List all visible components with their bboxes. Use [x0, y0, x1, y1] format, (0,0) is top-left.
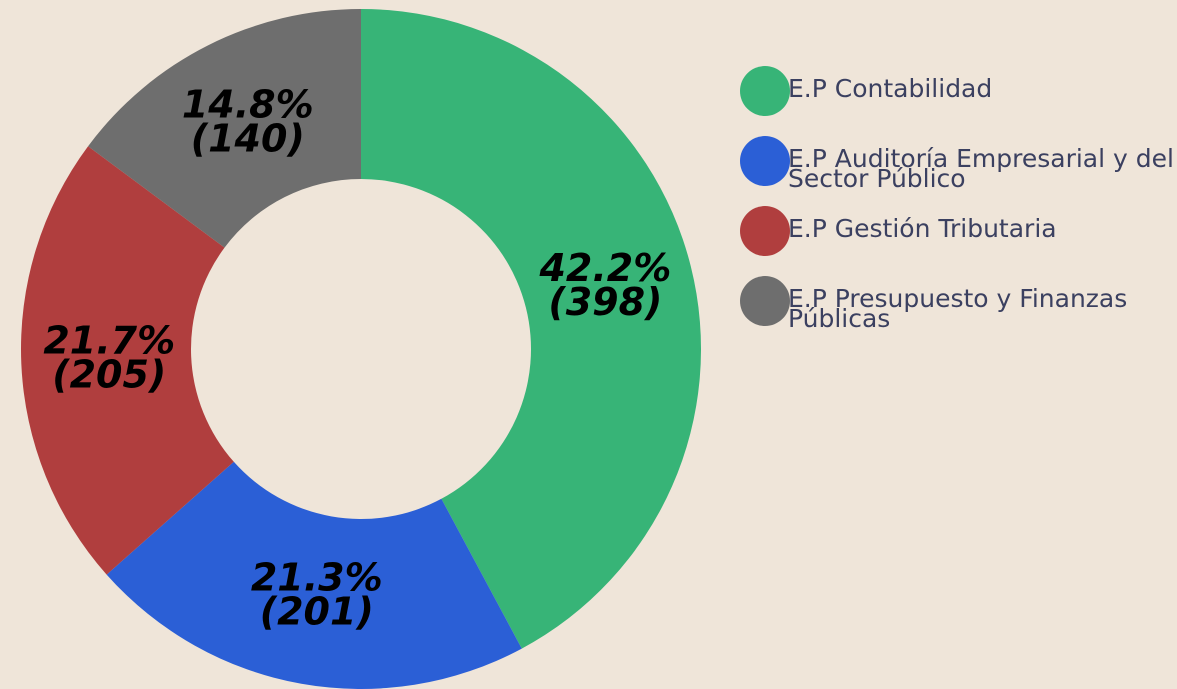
- legend-label: E.P Presupuesto y Finanzas Públicas: [788, 284, 1128, 333]
- value-label: (140): [191, 116, 305, 160]
- legend: E.P Contabilidad E.P Auditoría Empresaria…: [740, 66, 1177, 346]
- donut-slice: [106, 461, 522, 689]
- legend-swatch: [740, 206, 790, 256]
- legend-item: E.P Presupuesto y Finanzas Públicas: [740, 276, 1177, 346]
- donut-chart: 42.2%(398) 21.3%(201) 21.7%(205) 14.8%(140): [20, 9, 702, 689]
- donut-slice: [88, 9, 362, 248]
- legend-label: E.P Gestión Tributaria: [788, 214, 1057, 243]
- legend-item: E.P Contabilidad: [740, 66, 1177, 136]
- legend-swatch: [740, 136, 790, 186]
- value-label: 21.3%: [251, 556, 383, 600]
- legend-label: E.P Auditoría Empresarial y del Sector P…: [788, 144, 1174, 193]
- donut-slice: [20, 146, 234, 575]
- legend-label: E.P Contabilidad: [788, 74, 993, 103]
- value-label: (205): [52, 352, 166, 396]
- value-label: 14.8%: [182, 82, 314, 126]
- legend-swatch: [740, 66, 790, 116]
- legend-swatch: [740, 276, 790, 326]
- donut-slice: [361, 9, 702, 649]
- value-label: 42.2%: [538, 246, 671, 290]
- value-label: (398): [548, 280, 662, 324]
- legend-item: E.P Auditoría Empresarial y del Sector P…: [740, 136, 1177, 206]
- value-label: 21.7%: [43, 318, 175, 362]
- value-label: (201): [260, 590, 374, 634]
- legend-item: E.P Gestión Tributaria: [740, 206, 1177, 276]
